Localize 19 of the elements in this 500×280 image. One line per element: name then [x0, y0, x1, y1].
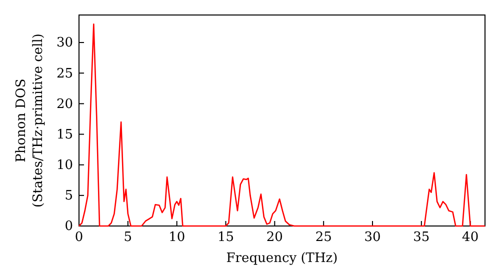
x-tick-label: 30 — [364, 230, 381, 246]
x-tick-label: 15 — [217, 230, 234, 246]
y-axis-title: Phonon DOS (States/THz·primitive cell) — [14, 33, 46, 208]
y-tick-label: 20 — [56, 96, 73, 112]
x-tick-label: 35 — [413, 230, 430, 246]
x-tick-label: 10 — [168, 230, 186, 246]
y-tick-label: 25 — [56, 66, 73, 82]
x-axis-title: Frequency (THz) — [226, 251, 338, 266]
y-tick-label: 0 — [64, 219, 73, 234]
x-tick-label: 40 — [462, 230, 479, 246]
y-tick-label: 30 — [56, 36, 73, 51]
line-series — [78, 24, 486, 227]
x-tick-label: 20 — [266, 230, 283, 246]
x-tick-label: 0 — [74, 230, 84, 246]
x-tick-label: 25 — [315, 230, 332, 246]
x-tick-label: 5 — [124, 230, 132, 246]
y-tick-label: 5 — [64, 188, 73, 204]
y-tick-label: 10 — [56, 158, 73, 173]
y-tick-label: 15 — [56, 127, 73, 142]
